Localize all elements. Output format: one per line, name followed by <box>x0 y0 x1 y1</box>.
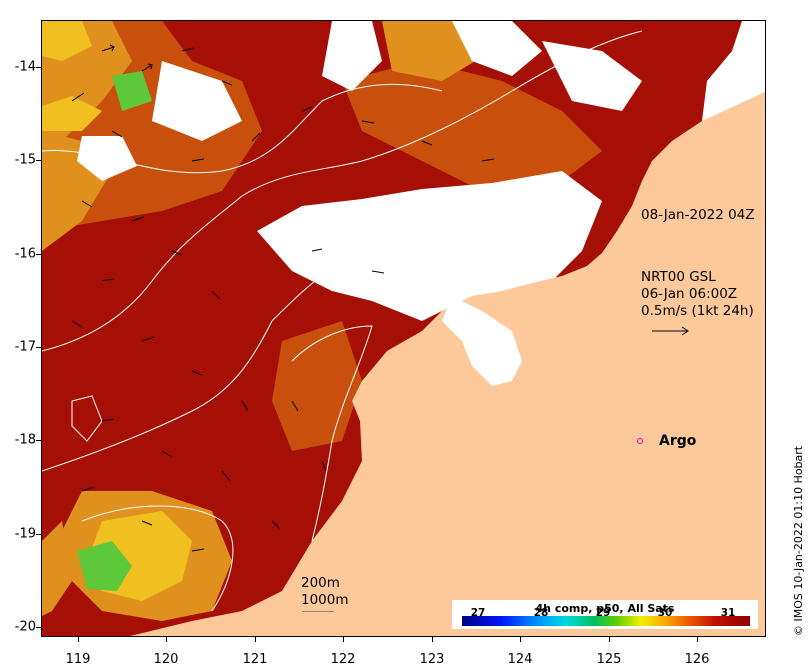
current-scale-arrow-icon <box>652 326 689 336</box>
lon-tick-mark <box>255 637 256 642</box>
bathymetry-legend-line <box>302 611 334 612</box>
argo-float-marker[interactable] <box>637 438 643 444</box>
king-sound <box>442 296 522 386</box>
bathymetry-200m-south <box>81 505 234 612</box>
sst-field-green-s <box>77 541 132 591</box>
colorbar-tick: 28 <box>533 607 549 619</box>
cloud-gap-w <box>77 136 137 181</box>
lat-tick-label: -15 <box>14 152 36 168</box>
lon-tick-label: 125 <box>596 652 622 667</box>
land-kimberley-pilbara <box>130 52 765 636</box>
lon-tick-mark <box>609 637 610 642</box>
lat-tick-label: -18 <box>14 432 36 448</box>
argo-label: Argo <box>659 433 697 449</box>
lon-tick-label: 119 <box>65 652 91 667</box>
lat-tick-mark <box>36 160 41 161</box>
sst-field-warm-n <box>342 61 602 191</box>
lat-tick-mark <box>36 534 41 535</box>
cloud-gap-north <box>452 21 542 76</box>
lon-tick-mark <box>343 637 344 642</box>
sst-colorbar: 4h comp, p50, All Sats <box>452 600 758 629</box>
lat-tick-mark <box>36 67 41 68</box>
lat-tick-label: -19 <box>14 526 36 542</box>
lon-tick-mark <box>166 637 167 642</box>
lon-tick-label: 126 <box>684 652 710 667</box>
lon-tick-label: 124 <box>507 652 533 667</box>
lon-tick-mark <box>432 637 433 642</box>
current-time-label: 06-Jan 06:00Z <box>641 286 738 302</box>
lon-tick-label: 121 <box>242 652 268 667</box>
sst-map-canvas <box>42 21 765 636</box>
colorbar-title: 4h comp, p50, All Sats <box>535 602 675 615</box>
colorbar-tick: 31 <box>720 607 736 619</box>
bathymetry-1000m <box>42 30 643 352</box>
lat-tick-mark <box>36 440 41 441</box>
sst-field-cool-w <box>42 96 102 131</box>
lon-tick-label: 122 <box>330 652 356 667</box>
lon-tick-label: 120 <box>153 652 179 667</box>
coastal-fringe-ne <box>702 21 765 121</box>
lon-tick-label: 123 <box>419 652 445 667</box>
imos-credit: © IMOS 10-Jan-2022 01:10 Hobart <box>792 445 805 636</box>
lat-tick-mark <box>36 627 41 628</box>
bathymetry-island-ring <box>71 395 103 442</box>
bathymetry-200m-central <box>42 260 343 472</box>
lat-tick-label: -14 <box>14 59 36 75</box>
lat-tick-label: -16 <box>14 246 36 262</box>
colorbar-gradient <box>462 616 750 626</box>
bathymetry-200m-north <box>42 83 443 174</box>
bathymetry-contour-c <box>291 325 373 542</box>
colorbar-tick: 27 <box>470 607 486 619</box>
sst-field-mid-sw <box>42 521 72 616</box>
cloud-gap-central <box>257 171 602 321</box>
current-scale-label: 0.5m/s (1kt 24h) <box>641 303 754 319</box>
lon-tick-mark <box>520 637 521 642</box>
sst-field-cool-nw <box>42 21 92 61</box>
bathymetry-200m-label: 200m <box>301 575 340 591</box>
current-vectors <box>71 44 495 552</box>
lon-tick-mark <box>697 637 698 642</box>
cloud-gap-n2 <box>322 21 382 91</box>
lat-tick-mark <box>36 254 41 255</box>
sst-field-green-n <box>112 71 152 111</box>
colorbar-tick: 29 <box>595 607 611 619</box>
cloud-gap-ne <box>542 41 642 111</box>
colorbar-tick: 30 <box>657 607 673 619</box>
cloud-gap-nw <box>152 61 242 141</box>
lat-tick-label: -17 <box>14 339 36 355</box>
lat-tick-mark <box>36 347 41 348</box>
sst-field-warm-c <box>272 321 362 451</box>
bathymetry-1000m-label: 1000m <box>301 592 349 608</box>
sst-date-label: 08-Jan-2022 04Z <box>641 207 755 223</box>
lat-tick-label: -20 <box>14 619 36 635</box>
lon-tick-mark <box>78 637 79 642</box>
current-source-label: NRT00 GSL <box>641 269 716 285</box>
sst-map[interactable] <box>41 20 766 637</box>
